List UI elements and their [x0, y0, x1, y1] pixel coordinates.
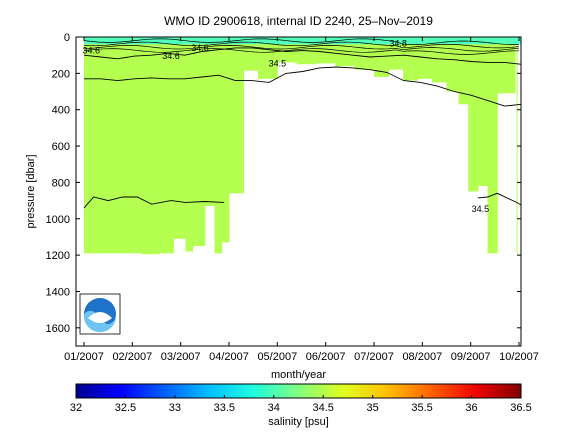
x-tick-label: 09/2007: [451, 351, 491, 363]
salinity-field-column: [84, 37, 104, 254]
salinity-field-column: [103, 37, 126, 254]
x-tick-label: 07/2007: [354, 351, 394, 363]
colorbar-label: salinity [psu]: [268, 416, 329, 428]
colorbar-tick-label: 33.5: [214, 402, 235, 414]
x-tick-label: 08/2007: [402, 351, 442, 363]
colorbar-tick-label: 35.5: [411, 402, 432, 414]
y-axis-label: pressure [dbar]: [25, 155, 37, 229]
colorbar: [75, 383, 522, 399]
contour-label: 34.8: [389, 38, 407, 48]
x-tick-label: 04/2007: [209, 351, 249, 363]
colorbar-tick-label: 34.5: [313, 402, 334, 414]
noaa-logo: [79, 293, 121, 335]
surface-layer: [84, 37, 522, 45]
y-tick-label: 1000: [46, 214, 70, 226]
y-tick-label: 400: [52, 105, 70, 117]
contour-label: 34.5: [472, 204, 490, 214]
y-tick-label: 800: [52, 177, 70, 189]
salinity-field-column: [142, 37, 160, 255]
contour-line: [84, 66, 522, 107]
salinity-field-column: [477, 37, 489, 187]
salinity-field-column: [158, 37, 174, 254]
contour-label: 34.5: [269, 58, 287, 68]
contour-label: 34.6: [82, 46, 100, 56]
y-tick-label: 600: [52, 141, 70, 153]
salinity-field-column: [258, 37, 278, 79]
x-tick-label: 02/2007: [112, 351, 152, 363]
y-tick-label: 200: [52, 68, 70, 80]
salinity-field-column: [192, 37, 206, 247]
y-tick-label: 1400: [46, 286, 70, 298]
x-tick-label: 05/2007: [257, 351, 297, 363]
colorbar-tick-label: 36: [465, 402, 477, 414]
salinity-field-column: [516, 37, 518, 254]
y-tick-label: 1600: [46, 323, 70, 335]
salinity-field-column: [221, 37, 230, 243]
x-tick-label: 03/2007: [161, 351, 201, 363]
salinity-field-column: [214, 37, 223, 254]
salinity-field-column: [487, 37, 498, 254]
salinity-field-column: [204, 37, 215, 207]
salinity-field-column: [185, 37, 194, 252]
x-tick-label: 06/2007: [306, 351, 346, 363]
salinity-field-column: [229, 37, 244, 194]
y-tick-label: 0: [64, 32, 70, 44]
colorbar-tick-label: 35: [367, 402, 379, 414]
contour-line: [83, 38, 519, 45]
salinity-field-column: [468, 37, 479, 192]
salinity-field-column: [403, 37, 418, 81]
salinity-field-column: [243, 37, 259, 71]
contour-line: [83, 48, 520, 55]
salinity-field-column: [446, 37, 460, 92]
contour-label: 34.6: [162, 51, 180, 61]
x-axis-label: month/year: [271, 369, 326, 381]
salinity-field-column: [388, 37, 404, 70]
salinity-field-column: [125, 37, 143, 254]
salinity-field-column: [354, 37, 375, 70]
colorbar-tick-label: 32.5: [115, 402, 136, 414]
salinity-field-column: [374, 37, 389, 77]
plot-frame: [75, 36, 522, 347]
colorbar-tick-label: 36.5: [510, 402, 531, 414]
salinity-field-column: [506, 37, 516, 94]
x-tick-label: 10/2007: [499, 351, 539, 363]
contour-line: [83, 196, 225, 209]
y-tick-label: 1200: [46, 250, 70, 262]
x-tick-label: 01/2007: [64, 351, 104, 363]
noaa-logo-bird: [88, 312, 112, 323]
contour-line: [83, 45, 520, 52]
colorbar-tick-label: 33: [169, 402, 181, 414]
salinity-field-column: [497, 37, 508, 94]
salinity-field-column: [173, 37, 186, 239]
contour-label: 34.6: [191, 43, 209, 53]
contour-line: [477, 192, 522, 206]
contour-line: [83, 47, 522, 65]
salinity-field-column: [458, 37, 469, 105]
colorbar-tick-label: 32: [70, 402, 82, 414]
colorbar-tick-label: 34: [268, 402, 280, 414]
chart-title: WMO ID 2900618, internal ID 2240, 25–Nov…: [164, 14, 433, 28]
contour-line: [83, 41, 520, 49]
